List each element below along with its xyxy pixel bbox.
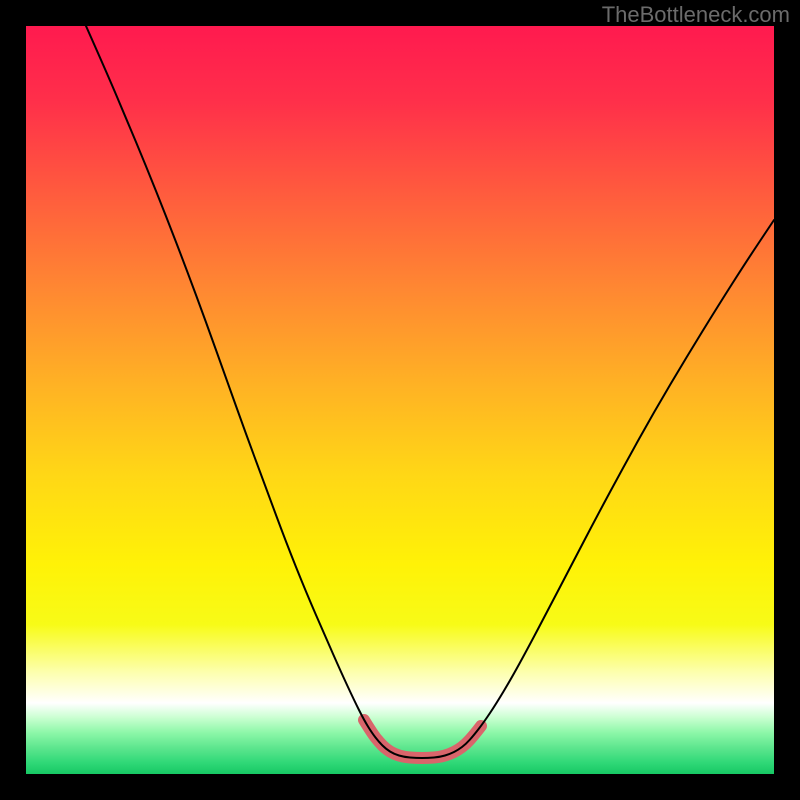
watermark-text: TheBottleneck.com <box>602 2 790 28</box>
curve-layer <box>26 26 774 774</box>
chart-stage: TheBottleneck.com <box>0 0 800 800</box>
bottleneck-highlight <box>364 720 481 758</box>
plot-area <box>26 26 774 774</box>
bottleneck-curve <box>86 26 774 758</box>
